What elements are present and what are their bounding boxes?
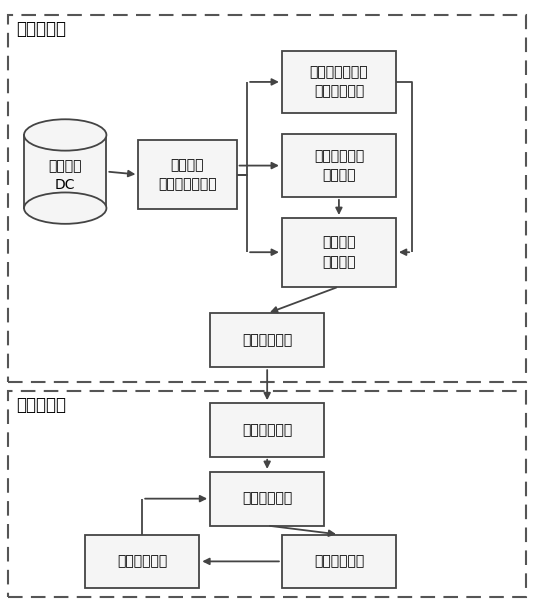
Text: 移动应用端: 移动应用端 (16, 396, 66, 414)
Text: 天气雷达数据
转换模块: 天气雷达数据 转换模块 (314, 149, 364, 182)
Text: 数据服务端: 数据服务端 (16, 19, 66, 37)
FancyBboxPatch shape (282, 218, 396, 286)
Text: 数据打包
压缩模块: 数据打包 压缩模块 (322, 235, 355, 269)
Polygon shape (24, 135, 106, 208)
FancyBboxPatch shape (282, 534, 396, 589)
Ellipse shape (24, 192, 106, 224)
FancyBboxPatch shape (282, 134, 396, 197)
FancyBboxPatch shape (210, 314, 324, 367)
Text: 图形绘制模块: 图形绘制模块 (314, 554, 364, 569)
Text: 实况数据
接收与监测模块: 实况数据 接收与监测模块 (158, 158, 217, 191)
Text: 数据处理模块: 数据处理模块 (242, 491, 292, 506)
Text: 加密自动气象站
数据检验模块: 加密自动气象站 数据检验模块 (310, 65, 368, 99)
Text: 用户交互模块: 用户交互模块 (117, 554, 168, 569)
FancyBboxPatch shape (210, 403, 324, 457)
FancyBboxPatch shape (139, 140, 237, 209)
FancyBboxPatch shape (85, 534, 199, 589)
Ellipse shape (24, 119, 106, 151)
FancyBboxPatch shape (282, 51, 396, 113)
FancyBboxPatch shape (210, 472, 324, 526)
Text: 数据中心
DC: 数据中心 DC (48, 159, 82, 192)
Text: 数据服务模块: 数据服务模块 (242, 333, 292, 347)
Text: 数据访问模块: 数据访问模块 (242, 423, 292, 437)
